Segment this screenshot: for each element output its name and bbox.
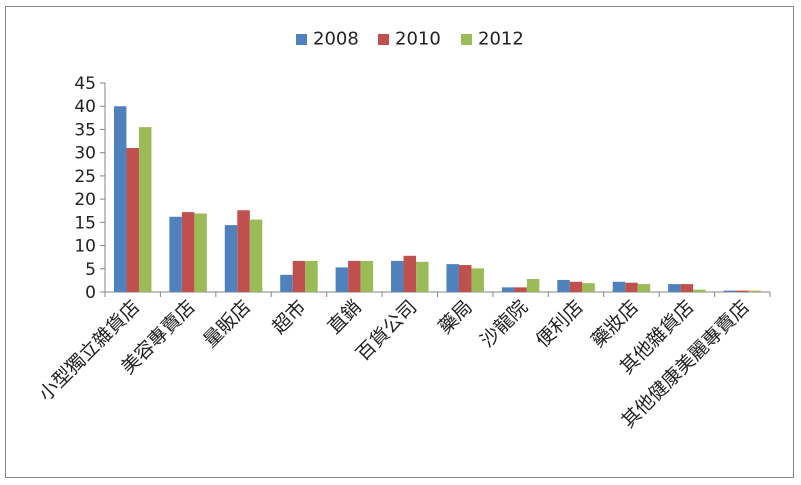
y-tick-label: 10 [74,237,96,257]
bar-2010-1 [181,212,195,292]
legend: 2008 2010 2012 [296,29,524,50]
bar-2008-6 [446,264,459,292]
bar-2008-1 [169,216,182,292]
y-tick-label: 25 [74,167,96,187]
y-tick-label: 40 [74,97,96,117]
x-tick-label: 小型獨立雜貨店 [35,296,145,406]
y-tick-label: 20 [74,190,96,210]
bar-2010-0 [126,148,139,292]
y-tick-label: 30 [74,144,96,164]
bar-2008-3 [280,274,293,292]
bar-2012-9 [637,284,651,292]
x-tick-label: 直銷 [323,296,365,338]
bar-2008-10 [668,284,681,292]
bar-2010-6 [458,265,472,292]
bar-2008-0 [113,106,127,292]
bar-2010-10 [680,284,694,292]
bar-2008-5 [391,260,404,292]
bar-2012-3 [305,260,318,292]
legend-swatch-2012 [461,34,472,45]
y-axis: 0 5 10 15 20 25 30 35 40 45 [74,74,106,303]
bar-2010-3 [292,260,306,292]
chart-frame: 2008 2010 2012 0 5 10 15 20 25 30 35 40 45 小型獨立雜貨店美… [5,6,794,478]
x-tick-label: 百貨公司 [352,296,421,365]
bar-2010-5 [403,255,417,292]
y-tick-label: 0 [85,283,96,303]
x-tick-label: 藥局 [434,296,476,338]
bar-2008-7 [501,287,515,292]
bar-2008-11 [723,290,737,292]
bar-2008-2 [224,225,238,292]
bar-2012-8 [582,283,595,292]
x-tick-label: 超市 [268,296,310,338]
bar-2012-1 [194,213,207,292]
legend-label-2008: 2008 [313,29,359,50]
bar-2010-9 [625,282,638,292]
bar-2012-10 [693,289,706,292]
bar-2012-11 [748,290,762,292]
bar-2012-0 [138,127,152,292]
y-tick-label: 15 [74,213,96,233]
bar-2010-7 [514,287,527,292]
bar-2012-5 [416,261,429,292]
bar-2012-2 [249,219,263,292]
bar-2008-9 [612,281,626,292]
bar-2010-2 [237,210,250,292]
bars [113,106,762,292]
bar-2008-4 [335,267,349,292]
bar-2012-4 [360,260,374,292]
bar-2010-8 [569,281,583,292]
legend-swatch-2008 [296,34,307,45]
legend-label-2010: 2010 [395,29,441,50]
bar-2008-8 [557,279,570,292]
bar-2012-7 [526,278,540,292]
y-tick-label: 35 [74,120,96,140]
chart: 2008 2010 2012 0 5 10 15 20 25 30 35 40 45 小型獨立雜貨店美… [35,29,771,432]
bar-2010-11 [736,290,749,292]
y-tick-label: 45 [74,74,96,94]
x-tick-label: 沙龍院 [476,296,532,352]
bar-2010-4 [348,260,361,292]
bar-2012-6 [471,268,484,292]
legend-swatch-2010 [378,34,389,45]
legend-label-2012: 2012 [478,29,524,50]
x-tick-label: 便利店 [532,296,588,352]
x-tick-label: 量販店 [199,296,255,352]
y-tick-label: 5 [85,260,96,280]
